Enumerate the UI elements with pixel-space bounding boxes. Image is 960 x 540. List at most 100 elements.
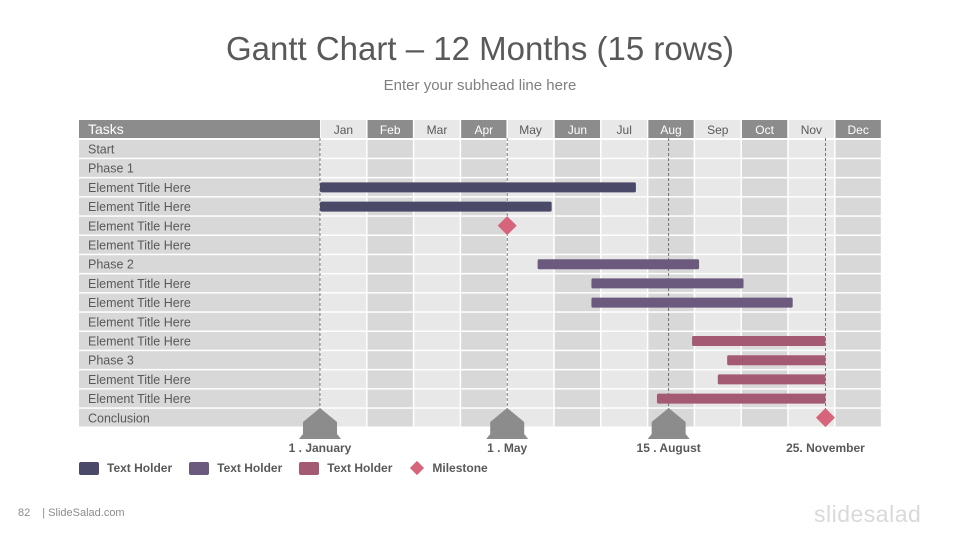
task-row-cell [835, 255, 881, 273]
task-row-cell [788, 293, 835, 312]
month-header-bg [414, 120, 460, 138]
task-row-cell [461, 312, 507, 331]
task-row-label-bg [79, 274, 320, 293]
legend-item-milestone: Milestone [409, 460, 488, 476]
task-label: Element Title Here [88, 181, 191, 195]
task-row-cell [461, 236, 507, 254]
task-row-cell [367, 159, 413, 177]
task-row-cell [648, 236, 694, 254]
task-row-cell [320, 236, 367, 254]
task-row-label-bg [79, 351, 320, 369]
date-marker-label: 1 . January [289, 441, 352, 455]
month-header-label: Mar [427, 123, 448, 137]
task-row-cell [414, 351, 460, 369]
task-row-cell [461, 216, 507, 235]
task-row-cell [788, 255, 835, 273]
legend-label-series-1: Text Holder [107, 461, 173, 475]
month-header-bg [554, 120, 601, 138]
tasks-header-label: Tasks [88, 121, 124, 137]
task-row-label-bg [79, 312, 320, 331]
task-row-cell [461, 370, 507, 389]
month-header-bg [367, 120, 413, 138]
task-row-cell [414, 140, 460, 158]
month-header-bg [835, 120, 881, 138]
task-row-cell [554, 312, 601, 331]
task-row-cell [695, 255, 741, 273]
task-row-cell [414, 255, 460, 273]
task-row-cell [367, 236, 413, 254]
legend-label-series-3: Text Holder [327, 461, 393, 475]
task-row-cell [414, 389, 460, 408]
task-row-cell [601, 159, 647, 177]
task-label: Phase 2 [88, 258, 134, 272]
legend-swatch-series-3 [299, 461, 320, 475]
month-header-bg [648, 120, 694, 138]
month-header-label: Oct [755, 123, 774, 137]
slide-subtitle: Enter your subhead line here [383, 77, 577, 94]
task-row-cell [320, 159, 367, 177]
task-row-cell [367, 370, 413, 389]
month-header-label: Jun [568, 123, 587, 137]
task-row-cell [788, 274, 835, 293]
task-row-cell [414, 332, 460, 350]
task-row-cell [648, 351, 694, 369]
task-row-cell [601, 370, 647, 389]
task-row-cell [507, 389, 554, 408]
task-row-label-bg [79, 197, 320, 216]
task-row-cell [320, 274, 367, 293]
task-row-cell [835, 236, 881, 254]
task-row-cell [507, 332, 554, 350]
gantt-bar [591, 297, 793, 308]
task-row-cell [367, 274, 413, 293]
task-row-cell [648, 140, 694, 158]
task-row-cell [554, 370, 601, 389]
task-row-cell [554, 389, 601, 408]
task-row-cell [601, 312, 647, 331]
task-row-cell [695, 159, 741, 177]
task-row-cell [320, 370, 367, 389]
task-label: Element Title Here [88, 239, 191, 253]
task-label: Element Title Here [88, 277, 191, 291]
task-row-cell [601, 197, 647, 216]
task-row-cell [414, 159, 460, 177]
month-header-label: Sep [707, 123, 729, 137]
task-row-cell [554, 236, 601, 254]
task-row-label-bg [79, 332, 320, 350]
task-row-cell [461, 274, 507, 293]
task-row-label-bg [79, 216, 320, 235]
month-header-label: Feb [380, 123, 401, 137]
task-row-cell [320, 351, 367, 369]
task-row-cell [461, 389, 507, 408]
task-row-label-bg [79, 159, 320, 177]
month-header-label: Apr [474, 123, 493, 137]
month-header-label: Dec [848, 123, 869, 137]
legend-swatch-series-2 [189, 461, 210, 475]
task-row-cell [507, 274, 554, 293]
task-row-label-bg [79, 389, 320, 408]
task-row-cell [414, 312, 460, 331]
task-row-cell [367, 408, 413, 427]
task-row-label-bg [79, 255, 320, 273]
task-row-cell [461, 351, 507, 369]
milestone-diamond-icon [410, 460, 425, 476]
task-row-cell [741, 312, 788, 331]
task-row-cell [695, 197, 741, 216]
task-row-cell [507, 140, 554, 158]
task-row-cell [554, 140, 601, 158]
task-row-cell [461, 255, 507, 273]
task-row-cell [741, 408, 788, 427]
task-row-cell [648, 159, 694, 177]
gantt-bar [692, 336, 826, 346]
task-label: Conclusion [88, 411, 150, 425]
task-row-cell [648, 216, 694, 235]
date-marker-label: 1 . May [487, 441, 527, 455]
task-row-cell [741, 159, 788, 177]
task-label: Element Title Here [88, 219, 191, 233]
task-row-label-bg [79, 408, 320, 427]
task-row-cell [648, 178, 694, 197]
task-label: Element Title Here [88, 315, 191, 329]
task-row-cell [648, 370, 694, 389]
task-row-cell [835, 408, 881, 427]
date-marker-label: 15 . August [637, 441, 701, 455]
month-header-bg [507, 120, 554, 138]
